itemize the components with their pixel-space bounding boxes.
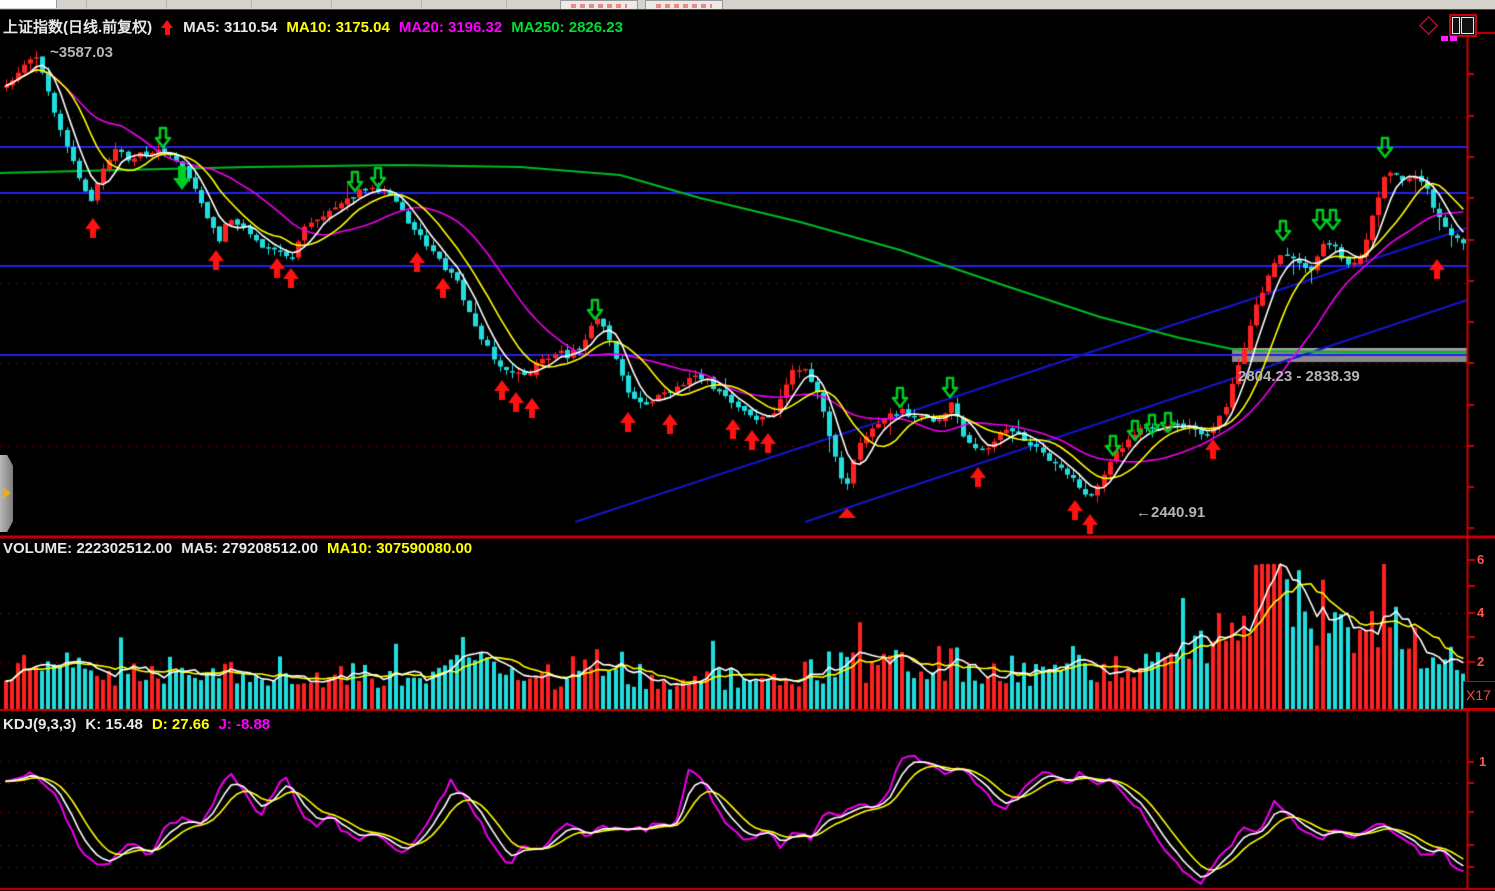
volume-axis-label-4: 4 [1477, 605, 1485, 620]
ma10-value-label: MA10: 3175.04 [286, 19, 390, 36]
ma5-value-label: MA5: 3110.54 [183, 19, 278, 36]
high-price-annotation: ~3587.03 [50, 44, 113, 61]
kdj-axis-label: 1 [1479, 754, 1487, 769]
trend-up-arrow-icon [161, 20, 174, 35]
toolbar-button-2[interactable] [645, 0, 723, 9]
volume-ma10-label: MA10: 307590080.00 [327, 540, 473, 557]
volume-axis-label-6: 6 [1477, 552, 1485, 567]
ma250-value-label: MA250: 2826.23 [511, 19, 623, 36]
main-panel-legend: 上证指数(日线.前复权) MA5: 3110.54 MA10: 3175.04 … [3, 20, 623, 35]
split-window-icon[interactable] [1449, 14, 1477, 37]
kdj-j-label: J: -8.88 [218, 716, 271, 733]
kdj-name-label: KDJ(9,3,3) [3, 716, 77, 733]
kdj-panel-legend: KDJ(9,3,3) K: 15.48 D: 27.66 J: -8.88 [3, 717, 270, 732]
flyout-arrow-icon [3, 487, 11, 499]
diamond-icon[interactable]: ◇ [1419, 10, 1439, 38]
toolbar-separator [86, 0, 87, 8]
split-pane-left [1452, 17, 1460, 34]
symbol-title: 上证指数(日线.前复权) [3, 19, 153, 36]
kdj-k-label: K: 15.48 [85, 716, 143, 733]
low-price-annotation: ←2440.91 [1136, 504, 1206, 521]
sidebar-flyout-handle[interactable] [0, 455, 13, 532]
volume-value-label: VOLUME: 222302512.00 [3, 540, 173, 557]
volume-axis-label-2: 2 [1477, 654, 1485, 669]
volume-ma5-label: MA5: 279208512.00 [181, 540, 319, 557]
volume-unit-badge[interactable]: X17 [1463, 681, 1495, 709]
toolbar-separator [506, 0, 507, 8]
toolbar-separator [421, 0, 422, 8]
volume-unit-label: X17 [1466, 687, 1491, 703]
magenta-marker [1441, 36, 1448, 41]
split-pane-right [1461, 17, 1474, 34]
toolbar-input-fragment[interactable] [0, 0, 57, 8]
toolbar-button-1[interactable] [560, 0, 638, 9]
toolbar-separator [251, 0, 252, 8]
toolbar-separator [331, 0, 332, 8]
gap-zone-annotation: 2804.23 - 2838.39 [1238, 368, 1360, 385]
volume-panel-legend: VOLUME: 222302512.00 MA5: 279208512.00 M… [3, 541, 472, 556]
magenta-marker [1450, 36, 1457, 41]
kdj-d-label: D: 27.66 [151, 716, 210, 733]
toolbar-clipped [0, 0, 1495, 10]
ma20-value-label: MA20: 3196.32 [398, 19, 503, 36]
toolbar-separator [166, 0, 167, 8]
